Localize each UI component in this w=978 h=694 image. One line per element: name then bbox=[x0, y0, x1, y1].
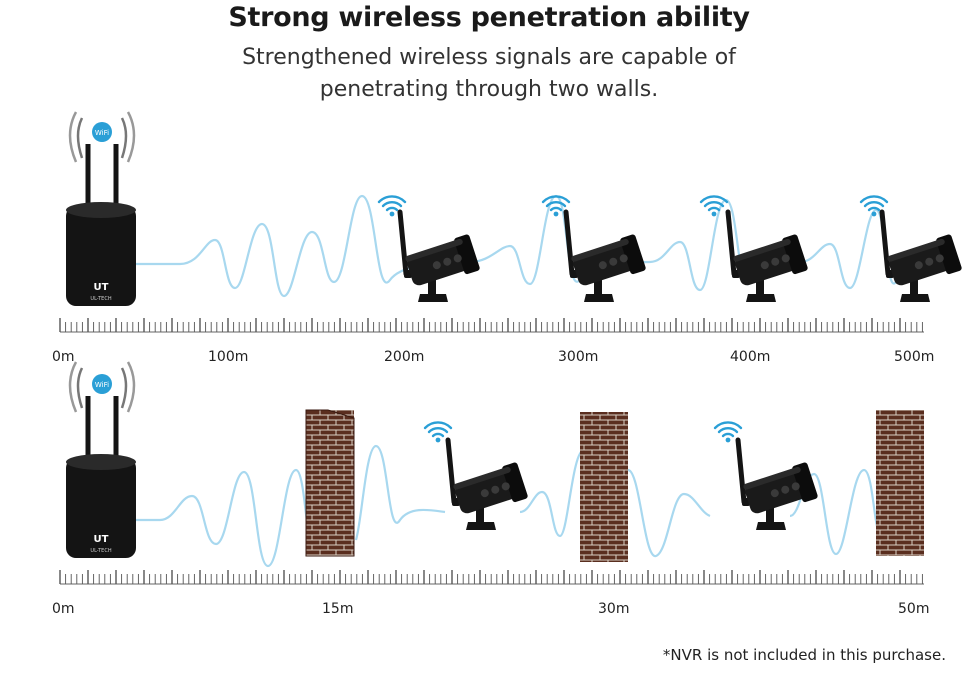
signal-wave-top bbox=[136, 194, 926, 298]
nvr-device-bottom: WiFi UT UL-TECH bbox=[66, 361, 136, 558]
scale-label-100m: 100m bbox=[208, 349, 249, 365]
camera-500m bbox=[882, 212, 962, 302]
camera-200m bbox=[400, 212, 480, 302]
scale-label-0m-bottom: 0m bbox=[52, 601, 75, 617]
distance-ruler-top bbox=[59, 318, 924, 333]
scale-label-300m: 300m bbox=[558, 349, 599, 365]
subtitle-line-1: Strengthened wireless signals are capabl… bbox=[242, 45, 736, 70]
camera-30m-zone bbox=[738, 440, 818, 530]
scale-label-0m: 0m bbox=[52, 349, 75, 365]
scale-label-400m: 400m bbox=[730, 349, 771, 365]
wifi-icon bbox=[699, 195, 729, 218]
scale-label-200m: 200m bbox=[384, 349, 425, 365]
nvr-brand-logo: UT bbox=[94, 282, 109, 293]
footnote: *NVR is not included in this purchase. bbox=[662, 646, 946, 664]
wifi-badge-top: WiFi bbox=[92, 122, 112, 142]
subtitle-line-2: penetrating through two walls. bbox=[319, 77, 659, 102]
wifi-badge-text: WiFi bbox=[95, 129, 109, 137]
nvr-device-top: WiFi UT UL-TECH bbox=[66, 111, 136, 306]
scale-label-30m: 30m bbox=[598, 601, 630, 617]
distance-ruler-bottom bbox=[59, 570, 924, 585]
brick-wall-middle bbox=[580, 412, 628, 562]
scale-label-500m: 500m bbox=[894, 349, 935, 365]
camera-300m bbox=[566, 212, 646, 302]
wifi-badge-text: WiFi bbox=[95, 381, 109, 389]
page-subtitle: Strengthened wireless signals are capabl… bbox=[150, 42, 828, 106]
signal-wave-bottom bbox=[136, 444, 880, 568]
camera-15m-zone bbox=[448, 440, 528, 530]
scale-label-50m: 50m bbox=[898, 601, 930, 617]
nvr-brand-subtext: UL-TECH bbox=[90, 548, 111, 554]
brick-wall-right bbox=[876, 410, 924, 556]
brick-wall-left bbox=[305, 409, 355, 557]
page-title: Strong wireless penetration ability bbox=[228, 2, 750, 33]
camera-400m bbox=[728, 212, 808, 302]
wifi-badge-bottom: WiFi bbox=[92, 374, 112, 394]
scale-label-15m: 15m bbox=[322, 601, 354, 617]
nvr-brand-subtext: UL-TECH bbox=[90, 296, 111, 302]
nvr-brand-logo: UT bbox=[94, 534, 109, 545]
